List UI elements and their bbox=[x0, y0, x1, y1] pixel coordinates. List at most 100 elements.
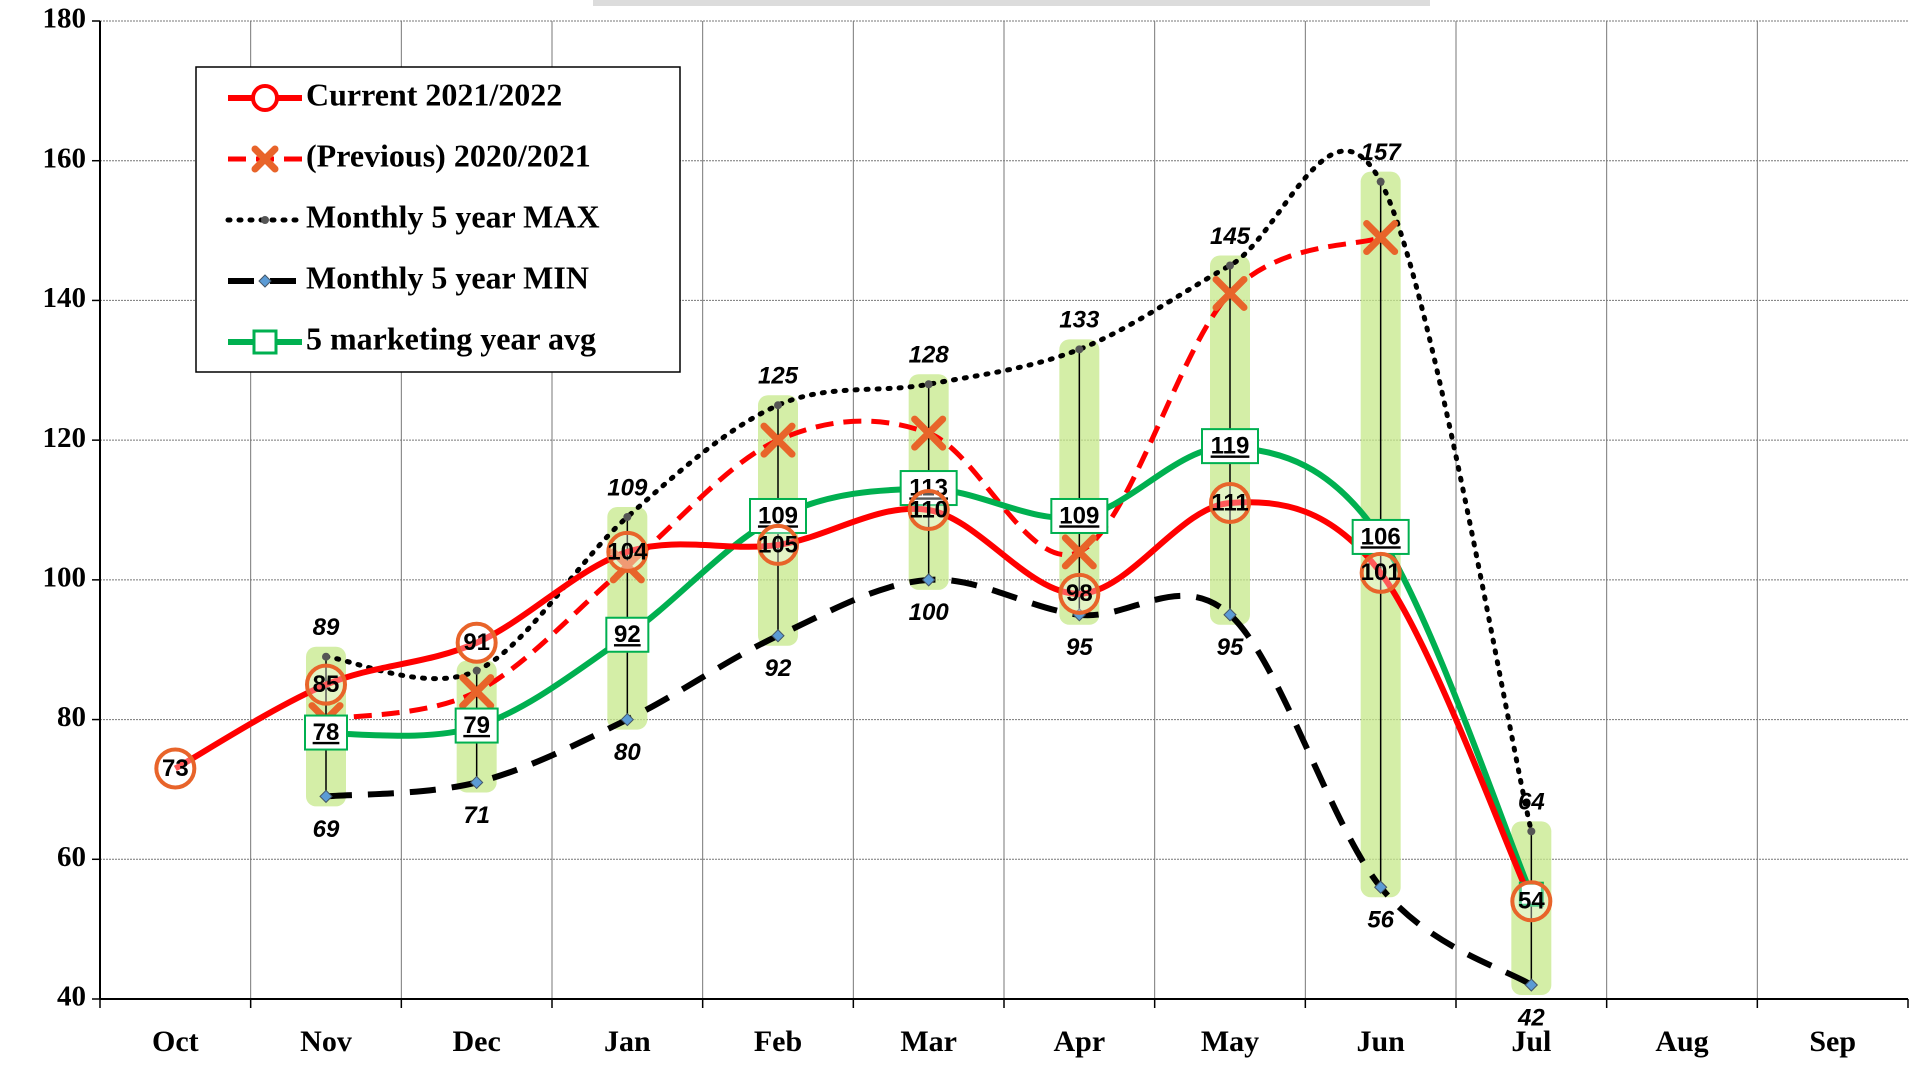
value-label-box bbox=[1201, 428, 1259, 465]
x-tick-label: Jul bbox=[1511, 1025, 1551, 1058]
y-tick-label: 80 bbox=[57, 701, 86, 733]
marker bbox=[771, 629, 785, 643]
value-label: 80 bbox=[614, 739, 641, 766]
x-tick-label: Oct bbox=[152, 1025, 199, 1058]
y-tick-label: 100 bbox=[43, 562, 87, 594]
series-line bbox=[325, 576, 1533, 988]
marker bbox=[319, 789, 333, 804]
value-label: 110 bbox=[909, 496, 948, 523]
value-label: 92 bbox=[765, 655, 792, 682]
marker bbox=[1373, 880, 1388, 894]
value-label: 157 bbox=[1361, 139, 1403, 166]
marker bbox=[1376, 177, 1385, 186]
legend-label: Current 2021/2022 bbox=[306, 76, 562, 112]
value-label-box bbox=[304, 714, 348, 751]
marker bbox=[924, 380, 933, 389]
legend-box bbox=[195, 66, 681, 373]
value-label: 71 bbox=[463, 802, 490, 829]
value-label-box bbox=[1050, 497, 1109, 534]
value-label: 64 bbox=[1518, 789, 1545, 816]
value-label: 92 bbox=[614, 621, 641, 648]
x-tick-label: Jan bbox=[604, 1025, 651, 1058]
x-tick-label: Aug bbox=[1655, 1025, 1708, 1058]
value-label: 98 bbox=[1066, 580, 1093, 607]
value-label: 119 bbox=[1211, 432, 1250, 459]
marker bbox=[305, 663, 347, 706]
value-label: 78 bbox=[313, 719, 340, 746]
marker bbox=[1524, 978, 1539, 992]
marker bbox=[459, 674, 495, 710]
marker bbox=[609, 548, 645, 584]
y-tick-label: 140 bbox=[43, 282, 87, 314]
marker bbox=[1223, 608, 1237, 622]
y-tick-label: 120 bbox=[43, 422, 87, 454]
marker bbox=[623, 512, 632, 521]
x-tick-label: Apr bbox=[1053, 1025, 1105, 1058]
marker bbox=[757, 523, 799, 566]
marker bbox=[472, 666, 481, 675]
marker bbox=[1212, 275, 1248, 311]
marker bbox=[251, 84, 279, 112]
marker bbox=[1061, 534, 1097, 570]
x-tick-label: Jun bbox=[1356, 1025, 1405, 1058]
value-label-box bbox=[1351, 518, 1410, 555]
value-label-box bbox=[899, 470, 958, 507]
value-label-box bbox=[454, 707, 499, 744]
value-label: 56 bbox=[1367, 907, 1394, 934]
value-label: 54 bbox=[1518, 888, 1545, 915]
value-label: 73 bbox=[162, 755, 189, 782]
marker bbox=[322, 652, 330, 661]
marker bbox=[774, 401, 782, 410]
value-label: 104 bbox=[607, 538, 648, 565]
value-label: 133 bbox=[1059, 307, 1100, 334]
marker bbox=[1226, 261, 1234, 270]
marker bbox=[606, 530, 649, 573]
value-label: 101 bbox=[1361, 559, 1401, 586]
marker bbox=[911, 415, 947, 451]
marker bbox=[907, 489, 950, 531]
value-label: 109 bbox=[607, 474, 648, 501]
value-label: 91 bbox=[463, 629, 490, 656]
value-label-box bbox=[605, 616, 650, 653]
value-label: 145 bbox=[1210, 223, 1251, 250]
value-label: 111 bbox=[1211, 489, 1248, 516]
marker bbox=[258, 274, 272, 288]
legend-label: Monthly 5 year MIN bbox=[306, 259, 589, 295]
marker bbox=[469, 775, 484, 790]
marker bbox=[1510, 880, 1553, 923]
y-tick-label: 60 bbox=[57, 841, 86, 873]
series-line bbox=[323, 148, 1534, 834]
legend: Current 2021/2022 (Previous) 2020/2021 Mon… bbox=[195, 66, 681, 373]
marker bbox=[1363, 220, 1399, 256]
value-label: 106 bbox=[1361, 523, 1401, 550]
x-tick-label: Feb bbox=[754, 1025, 802, 1058]
value-label: 95 bbox=[1217, 634, 1244, 661]
value-label: 79 bbox=[463, 712, 490, 739]
marker bbox=[455, 621, 498, 664]
value-label: 89 bbox=[313, 614, 340, 641]
top-bar bbox=[593, 0, 1430, 6]
marker bbox=[620, 712, 635, 727]
value-label: 100 bbox=[909, 599, 950, 626]
marker bbox=[154, 747, 197, 790]
marker bbox=[760, 422, 796, 458]
marker bbox=[251, 145, 279, 173]
value-label: 125 bbox=[758, 363, 799, 390]
y-tick-label: 160 bbox=[43, 142, 87, 174]
legend-label: Monthly 5 year MAX bbox=[306, 198, 600, 234]
marker bbox=[261, 216, 269, 224]
value-label: 105 bbox=[758, 531, 798, 558]
marker bbox=[921, 573, 936, 587]
legend-label: (Previous) 2020/2021 bbox=[306, 137, 591, 173]
value-label: 69 bbox=[313, 816, 340, 843]
marker bbox=[252, 329, 278, 355]
y-tick-label: 40 bbox=[57, 981, 86, 1013]
x-tick-label: Dec bbox=[453, 1025, 501, 1058]
value-label: 42 bbox=[1517, 1004, 1545, 1031]
value-label: 85 bbox=[313, 671, 340, 698]
marker bbox=[1075, 345, 1084, 354]
value-label: 109 bbox=[1059, 502, 1099, 529]
marker bbox=[1209, 482, 1251, 525]
x-tick-label: Sep bbox=[1809, 1025, 1856, 1058]
marker bbox=[1058, 572, 1101, 615]
